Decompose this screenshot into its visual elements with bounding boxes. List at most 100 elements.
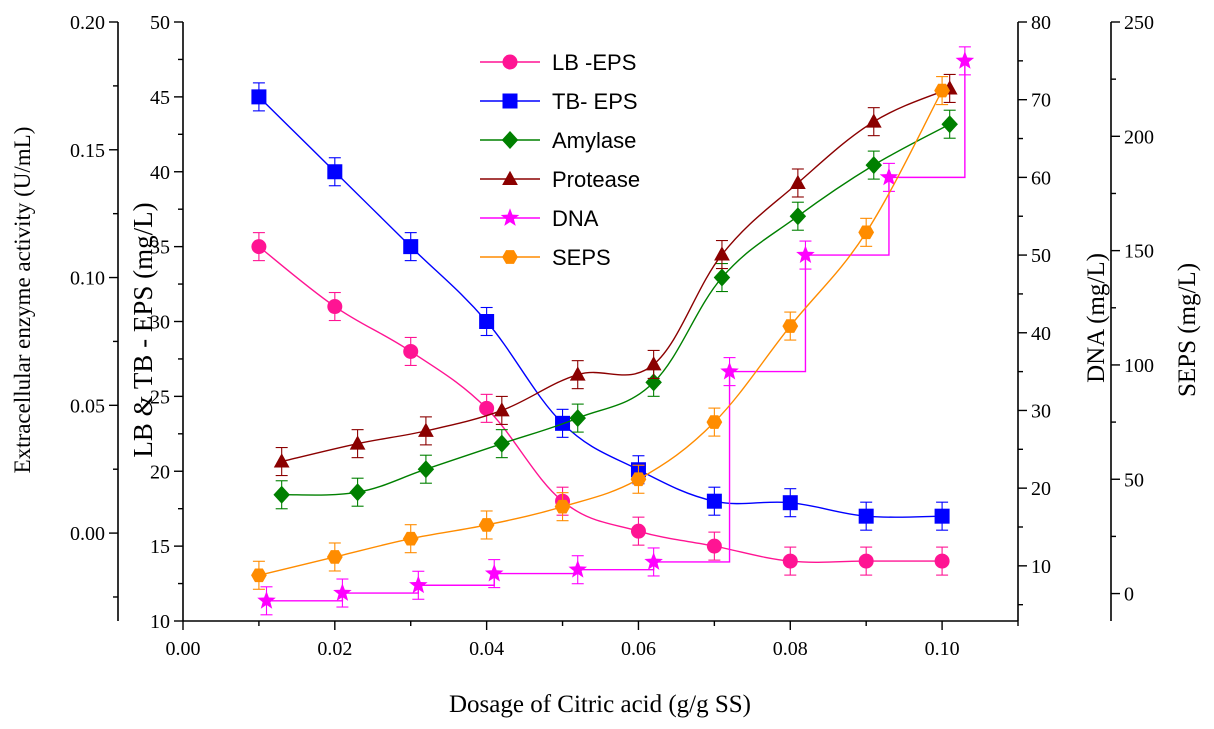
data-point-dna	[257, 591, 276, 609]
data-point-seps	[934, 83, 950, 98]
legend-marker	[502, 170, 518, 185]
enzyme-tick-label: 0.00	[70, 523, 105, 545]
enzyme-tick-label: 0.15	[70, 140, 105, 162]
legend-label: SEPS	[552, 245, 611, 270]
data-point-tb-eps	[403, 239, 419, 255]
data-point-tb-eps	[251, 89, 267, 105]
eps-tick-label: 35	[150, 237, 170, 259]
data-point-seps	[706, 415, 723, 429]
data-point-lb-eps	[327, 299, 343, 315]
data-point-lb-eps	[706, 538, 722, 554]
dna-tick-label: 50	[1031, 245, 1051, 267]
dna-tick-label: 70	[1031, 90, 1051, 112]
eps-tick-label: 25	[150, 386, 170, 408]
data-point-dna	[955, 51, 975, 69]
data-point-amylase	[865, 156, 883, 175]
data-point-lb-eps	[479, 400, 495, 416]
series-lb-eps	[251, 232, 950, 576]
legend-label: LB -EPS	[552, 50, 636, 75]
series-line-amylase	[281, 123, 951, 496]
dna-axis-title: DNA (mg/L)	[1083, 253, 1110, 383]
data-point-dna	[333, 583, 352, 601]
legend-item-dna: DNA	[480, 206, 599, 231]
data-point-seps	[478, 518, 495, 532]
dna-tick-label: 40	[1031, 323, 1051, 345]
seps-tick-label: 250	[1124, 12, 1154, 34]
eps-tick-label: 40	[150, 162, 170, 184]
x-tick-label: 0.08	[773, 638, 808, 660]
legend-marker	[500, 208, 520, 226]
dna-tick-label: 10	[1031, 556, 1051, 578]
seps-tick-label: 100	[1124, 355, 1154, 377]
data-point-amylase	[713, 268, 731, 287]
data-point-protease	[493, 402, 510, 417]
data-point-amylase	[569, 409, 586, 428]
data-point-dna	[568, 559, 588, 578]
eps-tick-label: 20	[150, 461, 170, 483]
data-point-dna	[879, 167, 899, 186]
x-tick-label: 0.00	[166, 638, 201, 660]
data-point-amylase	[941, 115, 958, 134]
legend-item-seps: SEPS	[480, 245, 611, 270]
series-line-protease	[281, 87, 950, 463]
seps-tick-label: 0	[1124, 584, 1134, 606]
legend-item-amylase: Amylase	[480, 128, 636, 153]
seps-axis-title: SEPS (mg/L)	[1174, 263, 1201, 397]
legend-marker	[502, 93, 518, 109]
x-tick-label: 0.04	[469, 638, 504, 660]
legend: LB -EPS TB- EPS Amylase Protease DNA SEPS	[480, 50, 640, 270]
series-protease	[273, 73, 958, 477]
data-point-amylase	[349, 483, 366, 502]
eps-tick-label: 30	[150, 312, 170, 334]
data-point-protease	[418, 422, 434, 437]
series-layer	[251, 46, 975, 616]
data-point-amylase	[789, 207, 807, 226]
data-point-seps	[782, 319, 799, 333]
x-tick-label: 0.06	[621, 638, 656, 660]
dna-tick-label: 60	[1031, 167, 1051, 189]
series-seps	[251, 76, 950, 590]
series-dna	[257, 46, 975, 616]
data-point-dna	[409, 575, 428, 594]
data-point-lb-eps	[630, 523, 646, 539]
legend-item-lb-eps: LB -EPS	[480, 50, 636, 75]
legend-marker	[502, 54, 518, 70]
x-tick-label: 0.02	[317, 638, 352, 660]
legend-item-tb-eps: TB- EPS	[480, 89, 638, 114]
dna-tick-label: 20	[1031, 478, 1051, 500]
eps-tick-label: 10	[150, 611, 170, 633]
data-point-tb-eps	[479, 314, 495, 329]
eps-tick-label: 50	[150, 12, 170, 34]
dna-tick-label: 30	[1031, 400, 1051, 422]
axes-layer: 0.00 0.02 0.04 0.06 0.08 0.10 0.00 0.05 0.10 0.15…	[70, 12, 1154, 660]
seps-tick-label: 50	[1124, 469, 1144, 491]
legend-label: TB- EPS	[552, 89, 638, 114]
legend-marker	[502, 250, 518, 264]
data-point-seps	[630, 472, 647, 487]
data-point-amylase	[417, 460, 435, 479]
dna-tick-label: 80	[1031, 12, 1051, 34]
eps-tick-label: 15	[150, 536, 170, 558]
data-point-tb-eps	[327, 164, 343, 180]
data-point-seps	[402, 531, 419, 546]
series-line-seps	[258, 90, 943, 576]
data-point-dna	[796, 245, 815, 263]
legend-label: DNA	[552, 206, 599, 231]
data-point-dna	[484, 563, 504, 582]
enzyme-axis-title: Extracellular enzyme activity (U/mL)	[10, 127, 35, 474]
enzyme-tick-label: 0.20	[70, 12, 105, 34]
data-point-lb-eps	[858, 553, 874, 569]
x-axis-title: Dosage of Citric acid (g/g SS)	[449, 691, 751, 718]
series-tb-eps	[251, 82, 950, 531]
data-point-seps	[554, 499, 571, 514]
data-point-seps	[326, 550, 343, 564]
data-point-amylase	[273, 485, 290, 504]
data-point-protease	[273, 453, 290, 468]
data-point-tb-eps	[934, 508, 950, 524]
data-point-protease	[714, 246, 730, 261]
data-point-protease	[569, 366, 586, 381]
data-point-seps	[858, 225, 875, 240]
data-point-seps	[251, 568, 267, 583]
legend-marker	[501, 131, 519, 149]
